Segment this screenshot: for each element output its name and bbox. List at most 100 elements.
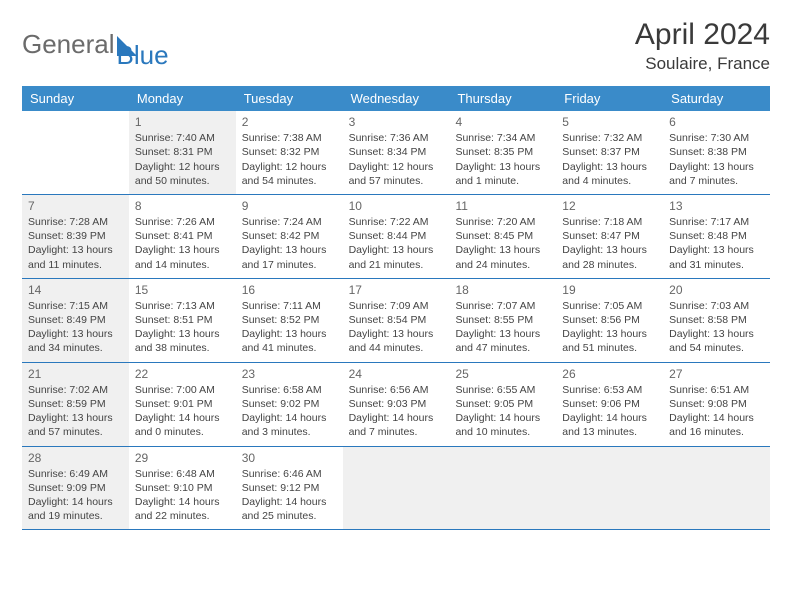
calendar-cell: 1Sunrise: 7:40 AMSunset: 8:31 PMDaylight… <box>129 111 236 194</box>
daylight-line: Daylight: 13 hours and 14 minutes. <box>135 243 230 271</box>
sunrise-line: Sunrise: 7:13 AM <box>135 299 230 313</box>
calendar-cell <box>663 447 770 530</box>
daylight-line: Daylight: 14 hours and 0 minutes. <box>135 411 230 439</box>
calendar-cell <box>449 447 556 530</box>
sunset-line: Sunset: 8:42 PM <box>242 229 337 243</box>
sunrise-line: Sunrise: 7:18 AM <box>562 215 657 229</box>
sunrise-line: Sunrise: 7:09 AM <box>349 299 444 313</box>
sunrise-line: Sunrise: 6:56 AM <box>349 383 444 397</box>
sunrise-line: Sunrise: 7:36 AM <box>349 131 444 145</box>
sunrise-line: Sunrise: 7:34 AM <box>455 131 550 145</box>
day-number: 25 <box>455 366 550 382</box>
calendar-week: 1Sunrise: 7:40 AMSunset: 8:31 PMDaylight… <box>22 111 770 195</box>
day-number: 7 <box>28 198 123 214</box>
logo-text-b-wrap: Blue <box>117 40 169 71</box>
daylight-line: Daylight: 13 hours and 38 minutes. <box>135 327 230 355</box>
sunset-line: Sunset: 8:56 PM <box>562 313 657 327</box>
sunset-line: Sunset: 8:35 PM <box>455 145 550 159</box>
daylight-line: Daylight: 13 hours and 51 minutes. <box>562 327 657 355</box>
day-number: 20 <box>669 282 764 298</box>
day-number: 4 <box>455 114 550 130</box>
calendar-cell <box>343 447 450 530</box>
daylight-line: Daylight: 13 hours and 21 minutes. <box>349 243 444 271</box>
calendar-cell: 18Sunrise: 7:07 AMSunset: 8:55 PMDayligh… <box>449 279 556 362</box>
sunset-line: Sunset: 9:05 PM <box>455 397 550 411</box>
sunrise-line: Sunrise: 7:28 AM <box>28 215 123 229</box>
day-number: 11 <box>455 198 550 214</box>
sunset-line: Sunset: 8:51 PM <box>135 313 230 327</box>
daylight-line: Daylight: 12 hours and 57 minutes. <box>349 160 444 188</box>
daylight-line: Daylight: 14 hours and 25 minutes. <box>242 495 337 523</box>
day-header: Monday <box>129 86 236 111</box>
sunset-line: Sunset: 8:32 PM <box>242 145 337 159</box>
sunset-line: Sunset: 8:39 PM <box>28 229 123 243</box>
sunset-line: Sunset: 8:45 PM <box>455 229 550 243</box>
sunset-line: Sunset: 8:41 PM <box>135 229 230 243</box>
day-header: Thursday <box>449 86 556 111</box>
sunrise-line: Sunrise: 7:11 AM <box>242 299 337 313</box>
day-number: 9 <box>242 198 337 214</box>
daylight-line: Daylight: 13 hours and 7 minutes. <box>669 160 764 188</box>
logo-text-a: General <box>22 29 115 59</box>
day-number: 22 <box>135 366 230 382</box>
sunrise-line: Sunrise: 7:24 AM <box>242 215 337 229</box>
day-number: 3 <box>349 114 444 130</box>
day-number: 23 <box>242 366 337 382</box>
sunrise-line: Sunrise: 7:32 AM <box>562 131 657 145</box>
day-number: 17 <box>349 282 444 298</box>
sunrise-line: Sunrise: 7:03 AM <box>669 299 764 313</box>
calendar-cell: 23Sunrise: 6:58 AMSunset: 9:02 PMDayligh… <box>236 363 343 446</box>
sunrise-line: Sunrise: 7:17 AM <box>669 215 764 229</box>
calendar-cell: 17Sunrise: 7:09 AMSunset: 8:54 PMDayligh… <box>343 279 450 362</box>
sunrise-line: Sunrise: 7:38 AM <box>242 131 337 145</box>
daylight-line: Daylight: 13 hours and 44 minutes. <box>349 327 444 355</box>
daylight-line: Daylight: 13 hours and 1 minute. <box>455 160 550 188</box>
calendar-cell: 26Sunrise: 6:53 AMSunset: 9:06 PMDayligh… <box>556 363 663 446</box>
day-number: 28 <box>28 450 123 466</box>
sunset-line: Sunset: 8:54 PM <box>349 313 444 327</box>
day-number: 21 <box>28 366 123 382</box>
calendar-cell: 28Sunrise: 6:49 AMSunset: 9:09 PMDayligh… <box>22 447 129 530</box>
sunrise-line: Sunrise: 7:30 AM <box>669 131 764 145</box>
calendar-cell: 10Sunrise: 7:22 AMSunset: 8:44 PMDayligh… <box>343 195 450 278</box>
calendar-cell: 30Sunrise: 6:46 AMSunset: 9:12 PMDayligh… <box>236 447 343 530</box>
day-number: 18 <box>455 282 550 298</box>
calendar-cell: 6Sunrise: 7:30 AMSunset: 8:38 PMDaylight… <box>663 111 770 194</box>
daylight-line: Daylight: 13 hours and 24 minutes. <box>455 243 550 271</box>
sunrise-line: Sunrise: 6:58 AM <box>242 383 337 397</box>
day-header: Friday <box>556 86 663 111</box>
sunset-line: Sunset: 8:59 PM <box>28 397 123 411</box>
day-number: 2 <box>242 114 337 130</box>
day-header: Tuesday <box>236 86 343 111</box>
calendar-body: 1Sunrise: 7:40 AMSunset: 8:31 PMDaylight… <box>22 111 770 530</box>
logo-text-b: Blue <box>117 40 169 70</box>
calendar-cell: 7Sunrise: 7:28 AMSunset: 8:39 PMDaylight… <box>22 195 129 278</box>
sunrise-line: Sunrise: 7:20 AM <box>455 215 550 229</box>
day-number: 19 <box>562 282 657 298</box>
header: General Blue April 2024 Soulaire, France <box>22 18 770 74</box>
daylight-line: Daylight: 13 hours and 11 minutes. <box>28 243 123 271</box>
day-number: 13 <box>669 198 764 214</box>
calendar-cell: 25Sunrise: 6:55 AMSunset: 9:05 PMDayligh… <box>449 363 556 446</box>
calendar-cell: 3Sunrise: 7:36 AMSunset: 8:34 PMDaylight… <box>343 111 450 194</box>
day-header: Saturday <box>663 86 770 111</box>
day-number: 27 <box>669 366 764 382</box>
calendar-cell <box>22 111 129 194</box>
daylight-line: Daylight: 13 hours and 31 minutes. <box>669 243 764 271</box>
calendar-cell: 21Sunrise: 7:02 AMSunset: 8:59 PMDayligh… <box>22 363 129 446</box>
calendar-week: 7Sunrise: 7:28 AMSunset: 8:39 PMDaylight… <box>22 195 770 279</box>
title-block: April 2024 Soulaire, France <box>635 18 770 74</box>
sunrise-line: Sunrise: 6:53 AM <box>562 383 657 397</box>
sunrise-line: Sunrise: 6:55 AM <box>455 383 550 397</box>
calendar-cell: 19Sunrise: 7:05 AMSunset: 8:56 PMDayligh… <box>556 279 663 362</box>
calendar-week: 21Sunrise: 7:02 AMSunset: 8:59 PMDayligh… <box>22 363 770 447</box>
calendar-cell: 5Sunrise: 7:32 AMSunset: 8:37 PMDaylight… <box>556 111 663 194</box>
sunset-line: Sunset: 8:47 PM <box>562 229 657 243</box>
sunset-line: Sunset: 8:52 PM <box>242 313 337 327</box>
sunset-line: Sunset: 8:44 PM <box>349 229 444 243</box>
sunset-line: Sunset: 9:10 PM <box>135 481 230 495</box>
calendar-cell: 2Sunrise: 7:38 AMSunset: 8:32 PMDaylight… <box>236 111 343 194</box>
day-number: 15 <box>135 282 230 298</box>
sunset-line: Sunset: 9:06 PM <box>562 397 657 411</box>
sunset-line: Sunset: 9:02 PM <box>242 397 337 411</box>
